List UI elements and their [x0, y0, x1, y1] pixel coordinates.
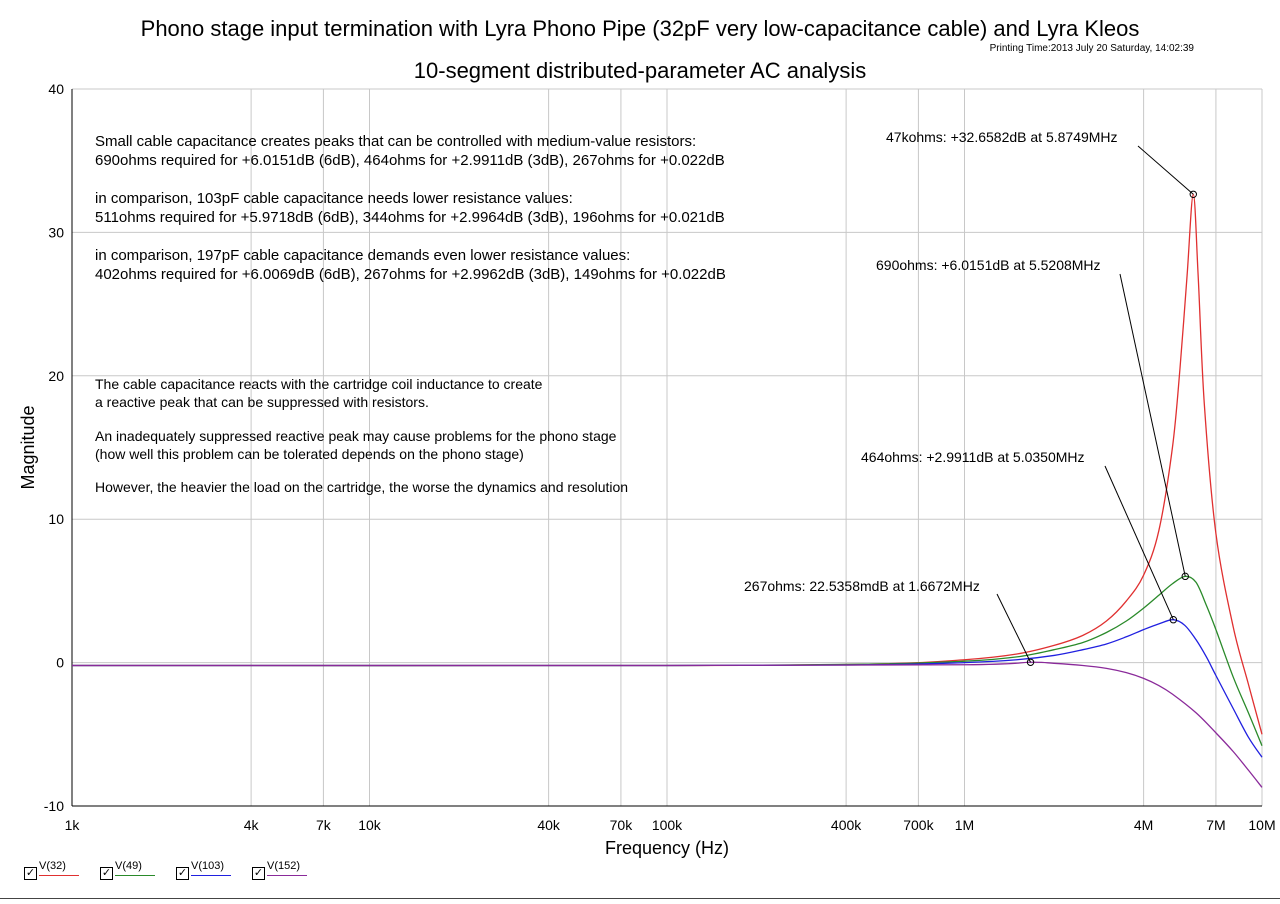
legend-label-v32: V(32) [39, 860, 66, 872]
y-tick-label-10: 10 [48, 511, 64, 527]
x-tick-label-4k: 4k [244, 817, 260, 833]
note-line-10: (how well this problem can be tolerated … [95, 446, 524, 462]
note-line-2: 690ohms required for +6.0151dB (6dB), 46… [95, 152, 725, 169]
y-tick-label-10: -10 [44, 798, 64, 814]
annotation-leader-2 [1119, 273, 1186, 577]
x-tick-label-4m: 4M [1134, 817, 1153, 833]
note-line-7: The cable capacitance reacts with the ca… [95, 376, 543, 392]
legend-label-v103: V(103) [191, 860, 225, 872]
y-tick-label-30: 30 [48, 224, 64, 240]
x-tick-label-10k: 10k [358, 817, 382, 833]
x-tick-label-1k: 1k [65, 817, 81, 833]
checkbox-v32[interactable]: ✓ [24, 867, 37, 880]
note-line-11: However, the heavier the load on the car… [95, 479, 628, 495]
y-axis-title: Magnitude [18, 405, 38, 489]
legend-swatch-v103 [191, 875, 231, 876]
y-tick-label-20: 20 [48, 368, 64, 384]
x-tick-label-1m: 1M [955, 817, 974, 833]
printing-time: Printing Time:2013 July 20 Saturday, 14:… [989, 43, 1194, 54]
note-line-6: 402ohms required for +6.0069dB (6dB), 26… [95, 266, 726, 283]
annotation-marker-2 [1181, 572, 1189, 581]
legend-swatch-v32 [39, 875, 79, 876]
bottom-border [0, 898, 1280, 899]
note-line-5: in comparison, 197pF cable capacitance d… [95, 247, 630, 264]
legend-label-v49: V(49) [115, 860, 142, 872]
x-tick-label-70k: 70k [610, 817, 634, 833]
annotation-label-2: 690ohms: +6.0151dB at 5.5208MHz [876, 257, 1101, 273]
note-line-8: a reactive peak that can be suppressed w… [95, 394, 429, 410]
y-tick-label-40: 40 [48, 81, 64, 97]
note-line-9: An inadequately suppressed reactive peak… [95, 428, 617, 444]
annotation-marker-4 [1026, 658, 1035, 666]
note-line-4: 511ohms required for +5.9718dB (6dB), 34… [95, 209, 725, 226]
x-tick-label-700k: 700k [903, 817, 934, 833]
y-tick-label-0: 0 [56, 655, 64, 671]
series-line-v-152 [71, 661, 1263, 788]
x-tick-label-10m: 10M [1248, 817, 1275, 833]
x-tick-label-100k: 100k [652, 817, 683, 833]
x-tick-label-400k: 400k [831, 817, 862, 833]
annotation-label-3: 464ohms: +2.9911dB at 5.0350MHz [861, 449, 1085, 465]
annotation-marker-3 [1169, 616, 1178, 624]
annotation-marker-1 [1189, 190, 1197, 198]
checkbox-v103[interactable]: ✓ [176, 867, 189, 880]
legend-label-v152: V(152) [267, 860, 301, 872]
note-line-3: in comparison, 103pF cable capacitance n… [95, 190, 573, 207]
x-tick-label-40k: 40k [537, 817, 561, 833]
annotation-leader-3 [1104, 465, 1174, 620]
annotation-leader-4 [996, 593, 1031, 663]
magnitude-frequency-chart: 1k 4k 7k 10k 40k 70k 100k 400k 700k 1M 4M 7M 10M -10 0… [18, 81, 1276, 858]
checkbox-v152[interactable]: ✓ [252, 867, 265, 880]
annotation-label-1: 47kohms: +32.6582dB at 5.8749MHz [886, 129, 1118, 145]
chart-title-line1: Phono stage input termination with Lyra … [140, 16, 1140, 41]
annotation-leader-1 [1137, 145, 1194, 195]
x-tick-label-7m: 7M [1206, 817, 1225, 833]
x-axis-title: Frequency (Hz) [605, 838, 729, 858]
chart-title-line2: 10-segment distributed-parameter AC anal… [413, 58, 867, 83]
checkbox-v49[interactable]: ✓ [100, 867, 113, 880]
legend-swatch-v49 [115, 875, 155, 876]
x-tick-label-7k: 7k [316, 817, 332, 833]
legend-swatch-v152 [267, 875, 307, 876]
note-line-1: Small cable capacitance creates peaks th… [95, 133, 696, 150]
annotation-label-4: 267ohms: 22.5358mdB at 1.6672MHz [744, 578, 980, 594]
